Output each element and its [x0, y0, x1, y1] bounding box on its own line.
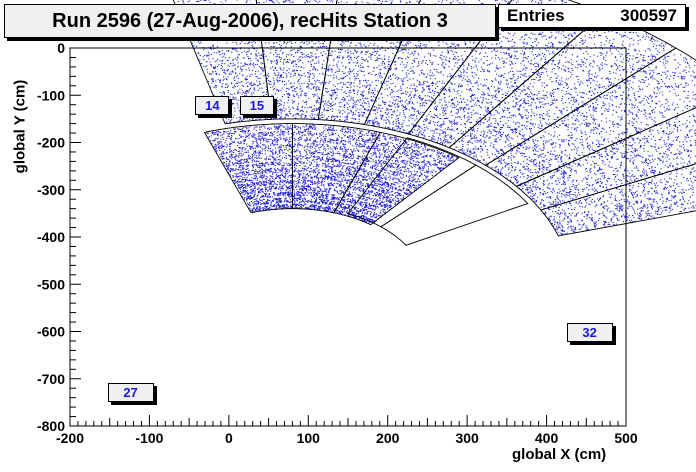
x-tick-label: -200	[56, 430, 84, 446]
axes: -200 -100 0 100 200 300 400 500 0 -100 -200 -300 -40…	[37, 40, 638, 446]
chamber-label: 14	[195, 96, 230, 116]
chamber-label: 15	[239, 96, 274, 116]
y-tick-label: -300	[37, 182, 65, 198]
x-tick-label: 100	[297, 430, 321, 446]
x-tick-label: 200	[376, 430, 400, 446]
x-tick-label: -100	[135, 430, 163, 446]
chamber-outline	[172, 0, 272, 125]
y-tick-label: -100	[37, 87, 65, 103]
chamber-outline	[203, 123, 293, 214]
x-tick-label: 0	[225, 430, 233, 446]
y-tick-label: -600	[37, 324, 65, 340]
entries-label: Entries	[507, 6, 565, 25]
chamber-label: 27	[107, 382, 154, 402]
y-tick-label: 0	[57, 40, 65, 56]
entries-value: 300597	[620, 6, 677, 25]
y-tick-label: -800	[37, 418, 65, 434]
y-tick-label: -200	[37, 135, 65, 151]
y-tick-label: -700	[37, 371, 65, 387]
y-axis-label: global Y (cm)	[11, 79, 29, 174]
y-tick-label: -400	[37, 229, 65, 245]
x-tick-label: 400	[535, 430, 559, 446]
chamber-label: 32	[566, 322, 613, 342]
chamber-outlines	[172, 0, 696, 246]
y-tick-label: -500	[37, 276, 65, 292]
x-tick-label: 300	[455, 430, 479, 446]
stats-box: Entries 300597	[498, 4, 686, 28]
chart-title: Run 2596 (27-Aug-2006), recHits Station …	[4, 4, 496, 38]
empty-chamber-outline	[347, 137, 477, 228]
x-axis-label: global X (cm)	[512, 446, 607, 463]
rechit-cloud	[206, 124, 458, 224]
x-tick-label: 500	[614, 430, 638, 446]
